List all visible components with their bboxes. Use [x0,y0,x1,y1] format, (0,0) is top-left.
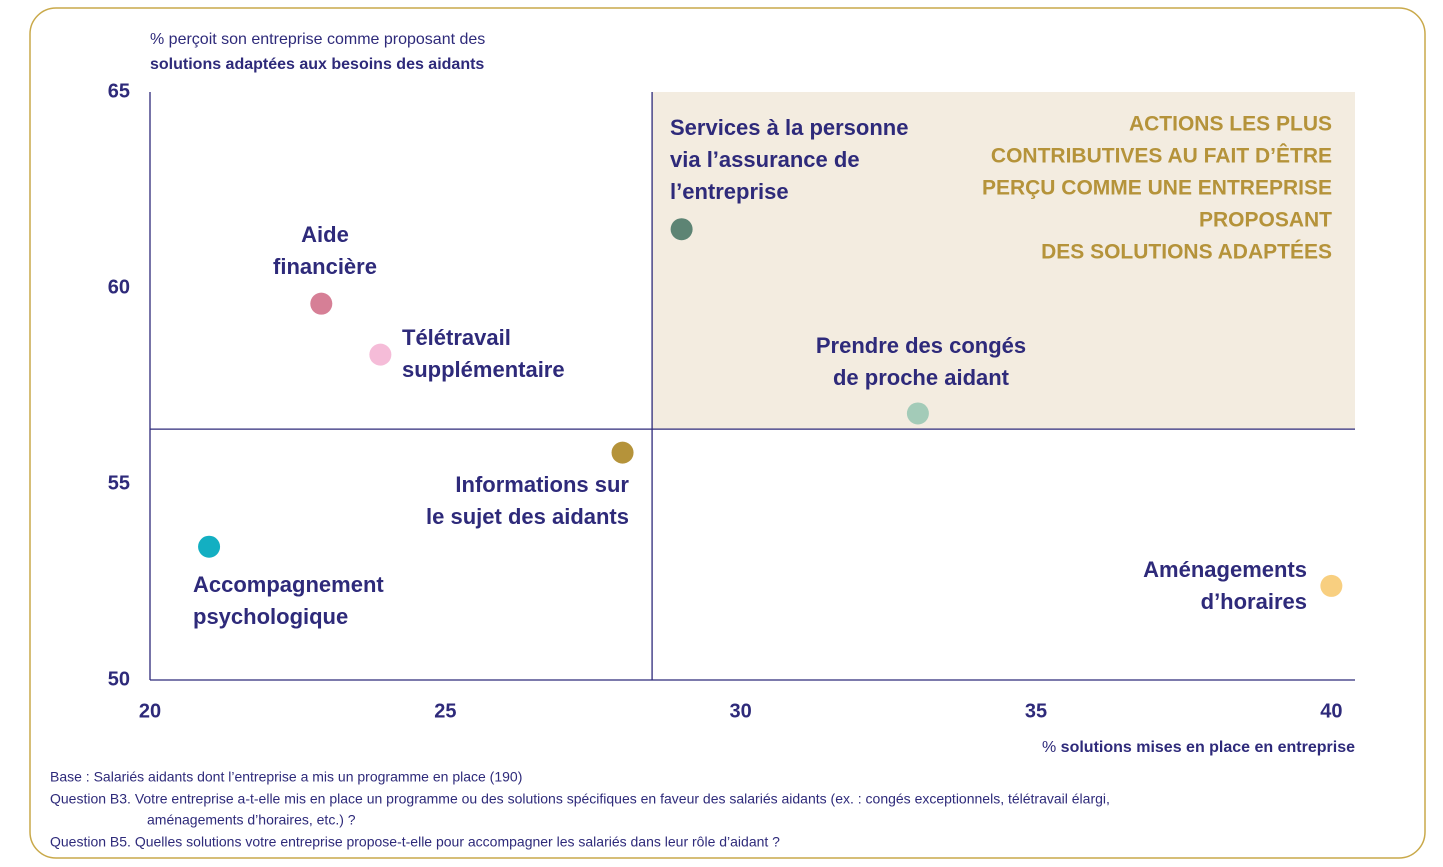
y-axis-title: solutions adaptées aux besoins des aidan… [150,56,484,73]
x-tick-label: 25 [434,700,456,722]
point-label: Aide [301,222,349,247]
point-label: d’horaires [1201,589,1307,614]
point [906,402,929,425]
highlight-text: PROPOSANT [1199,209,1332,232]
y-tick-label: 50 [108,668,130,690]
x-tick-label: 30 [730,700,752,722]
point-label: de proche aidant [833,365,1010,390]
y-axis-title: % perçoit son entreprise comme proposant… [150,31,485,48]
point [198,535,221,558]
point [310,292,333,315]
point-label: Prendre des congés [816,333,1026,358]
y-tick-label: 55 [108,472,130,494]
note: Base : Salariés aidants dont l’entrepris… [50,769,522,785]
note: Question B5. Quelles solutions votre ent… [50,834,780,850]
x-axis-title-part: % [1042,739,1061,756]
point [369,343,392,366]
point-label: l’entreprise [670,179,789,204]
point-label: financière [273,254,377,279]
y-tick-label: 65 [108,80,130,102]
point-label: psychologique [193,604,348,629]
highlight-quadrant [652,92,1355,430]
x-axis-title-part: solutions mises en place en entreprise [1061,739,1355,756]
y-tick-label: 60 [108,276,130,298]
point-label: Accompagnement [193,572,384,597]
note: Question B3. Votre entreprise a-t-elle m… [50,791,1110,807]
note: aménagements d’horaires, etc.) ? [147,812,356,828]
point-label: Aménagements [1143,557,1307,582]
point-label: le sujet des aidants [426,504,629,529]
x-tick-label: 20 [139,700,161,722]
point-label: Télétravail [402,325,511,350]
highlight-text: PERÇU COMME UNE ENTREPRISE [982,177,1332,200]
point-label: Informations sur [455,472,629,497]
point [1320,574,1343,597]
point-label: via l’assurance de [670,147,860,172]
x-axis-title: % solutions mises en place en entreprise [1042,739,1355,756]
point [670,218,693,241]
point [611,441,634,464]
highlight-text: ACTIONS LES PLUS [1129,113,1332,136]
point-label: supplémentaire [402,357,565,382]
frame [29,7,1426,859]
point-label: Services à la personne [670,115,908,140]
x-tick-label: 35 [1025,700,1047,722]
x-tick-label: 40 [1320,700,1342,722]
highlight-text: CONTRIBUTIVES AU FAIT D’ÊTRE [991,144,1332,168]
highlight-text: DES SOLUTIONS ADAPTÉES [1041,241,1332,264]
